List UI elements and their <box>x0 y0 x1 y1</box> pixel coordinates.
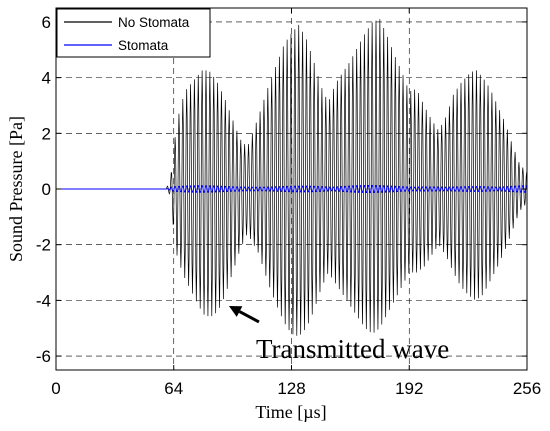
x-tick-label: 128 <box>277 379 305 398</box>
y-tick-label: 6 <box>42 13 51 32</box>
y-tick-label: 4 <box>42 69 51 88</box>
y-axis-label: Sound Pressure [Pa] <box>6 116 26 262</box>
x-axis-label: Time [µs] <box>255 402 326 422</box>
x-tick-label: 256 <box>513 379 541 398</box>
annotation: Transmitted wave <box>228 305 449 364</box>
annotation-arrowhead <box>228 305 243 317</box>
tick-labels: 0 64 128 192 256 -6 -4 -2 0 2 4 6 <box>36 13 541 398</box>
series-line-stomata <box>56 185 528 193</box>
series-layer <box>56 19 528 336</box>
y-tick-label: -4 <box>36 291 51 310</box>
annotation-text: Transmitted wave <box>256 334 449 364</box>
legend: No Stomata Stomata <box>56 8 211 58</box>
y-tick-label: -2 <box>36 236 51 255</box>
x-tick-label: 192 <box>395 379 423 398</box>
y-tick-label: 0 <box>42 180 51 199</box>
legend-label-no-stomata: No Stomata <box>118 15 190 30</box>
axis-ticks <box>55 8 528 370</box>
x-tick-label: 0 <box>51 379 60 398</box>
x-tick-label: 64 <box>164 379 183 398</box>
y-tick-label: -6 <box>36 347 51 366</box>
y-tick-label: 2 <box>42 124 51 143</box>
legend-label-stomata: Stomata <box>118 38 169 53</box>
legend-box <box>56 8 211 58</box>
annotation-arrow <box>238 310 260 324</box>
